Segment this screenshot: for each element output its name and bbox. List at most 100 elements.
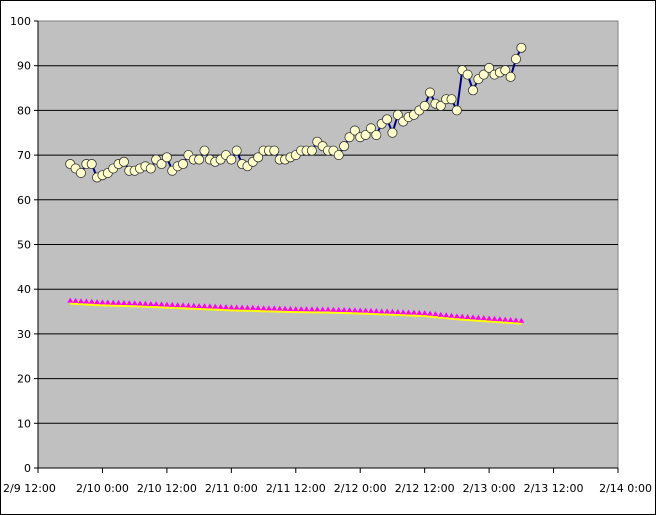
- series-2-marker: [126, 300, 133, 306]
- series-1-marker: [161, 152, 172, 163]
- series-2-marker: [158, 301, 165, 307]
- series-2-marker: [475, 314, 482, 320]
- series-2-marker: [416, 309, 423, 315]
- series-2-marker: [77, 298, 84, 304]
- series-1-marker: [145, 163, 156, 174]
- series-2-marker: [459, 313, 466, 319]
- series-2-marker: [206, 303, 213, 309]
- series-2-marker: [282, 305, 289, 311]
- series-2-marker: [405, 309, 412, 315]
- series-2-marker: [303, 306, 310, 312]
- y-tick-label: 80: [17, 104, 31, 117]
- series-2-marker: [319, 306, 326, 312]
- series-2-marker: [222, 304, 229, 310]
- series-2-marker: [131, 300, 138, 306]
- series-1-marker: [462, 69, 473, 80]
- series-2-marker: [190, 302, 197, 308]
- y-tick-label: 100: [10, 15, 31, 28]
- series-2-marker: [502, 316, 509, 322]
- series-2-marker: [67, 297, 74, 303]
- x-axis: 2/9 12:00 2/10 0:00 2/10 12:00 2/11 0:00 2/1…: [3, 467, 652, 495]
- y-tick-label: 40: [17, 283, 31, 296]
- series-1-marker: [226, 154, 237, 165]
- series-1-marker: [194, 154, 205, 165]
- series-1-marker: [75, 167, 86, 178]
- series-1-marker: [253, 152, 264, 163]
- series-1-marker: [306, 145, 317, 156]
- series-2-marker: [351, 307, 358, 313]
- series-2-marker: [507, 316, 514, 322]
- series-2-marker: [367, 307, 374, 313]
- series-2-marker: [115, 299, 122, 305]
- series-2-marker: [142, 300, 149, 306]
- series-2-marker: [512, 317, 519, 323]
- series-2-marker: [330, 306, 337, 312]
- series-2-marker: [378, 308, 385, 314]
- series-2-marker: [153, 301, 160, 307]
- series-2-marker: [255, 305, 262, 311]
- series-2-marker: [94, 299, 101, 305]
- series-layer: [65, 42, 527, 325]
- y-tick-label: 10: [17, 417, 31, 430]
- series-2-marker: [120, 299, 127, 305]
- series-2-marker: [432, 311, 439, 317]
- series-2-marker: [201, 303, 208, 309]
- series-2-marker: [437, 311, 444, 317]
- series-1-marker: [177, 159, 188, 170]
- x-tick-label: 2/12 12:00: [395, 482, 455, 495]
- series-2-marker: [260, 305, 267, 311]
- x-tick-label: 2/14 0:00: [599, 482, 652, 495]
- series-1-marker: [382, 114, 393, 125]
- y-tick-label: 70: [17, 149, 31, 162]
- x-tick-label: 2/12 0:00: [334, 482, 387, 495]
- series-1-marker: [269, 145, 280, 156]
- gridlines: [38, 65, 618, 424]
- series-1-marker: [500, 65, 511, 76]
- series-1-marker: [86, 159, 97, 170]
- series-1-marker: [392, 109, 403, 120]
- series-2-marker: [421, 310, 428, 316]
- series-2-marker: [491, 315, 498, 321]
- series-1-marker: [425, 87, 436, 98]
- series-1-marker: [339, 141, 350, 152]
- series-2-marker: [464, 314, 471, 319]
- series-2-marker: [137, 300, 144, 306]
- series-2-marker: [362, 307, 369, 313]
- series-2-marker: [518, 317, 525, 323]
- series-1-marker: [344, 132, 355, 143]
- series-1-marker: [435, 100, 446, 111]
- x-tick-label: 2/13 0:00: [463, 482, 516, 495]
- series-1-marker: [478, 69, 489, 80]
- series-2-marker: [110, 299, 117, 305]
- series-2-marker: [400, 309, 407, 315]
- series-1-marker: [451, 105, 462, 116]
- y-tick-label: 60: [17, 194, 31, 207]
- series-1-marker: [118, 156, 129, 167]
- series-2-marker: [410, 309, 417, 315]
- series-2-marker: [470, 314, 476, 320]
- series-2-marker: [244, 304, 251, 310]
- series-2-marker: [373, 308, 380, 314]
- series-2-marker: [265, 305, 272, 311]
- series-1-marker: [510, 53, 521, 64]
- series-1-marker: [516, 42, 527, 53]
- x-tick-label: 2/13 12:00: [524, 482, 584, 495]
- series-2-marker: [239, 304, 246, 310]
- series-2-marker: [496, 316, 503, 322]
- x-tick-label: 2/10 0:00: [76, 482, 129, 495]
- series-2-marker: [212, 303, 219, 309]
- y-tick-label: 0: [24, 462, 31, 475]
- x-tick-label: 2/11 0:00: [205, 482, 258, 495]
- series-2-marker: [99, 299, 106, 305]
- series-2-marker: [427, 310, 434, 316]
- series-1-marker: [387, 127, 398, 138]
- series-2-marker: [147, 300, 154, 306]
- series-2-marker: [217, 303, 224, 309]
- series-2-marker: [298, 306, 305, 312]
- series-2-marker: [292, 306, 299, 312]
- series-2-marker: [357, 307, 364, 313]
- series-1-marker: [231, 145, 242, 156]
- series-2-marker: [72, 297, 79, 303]
